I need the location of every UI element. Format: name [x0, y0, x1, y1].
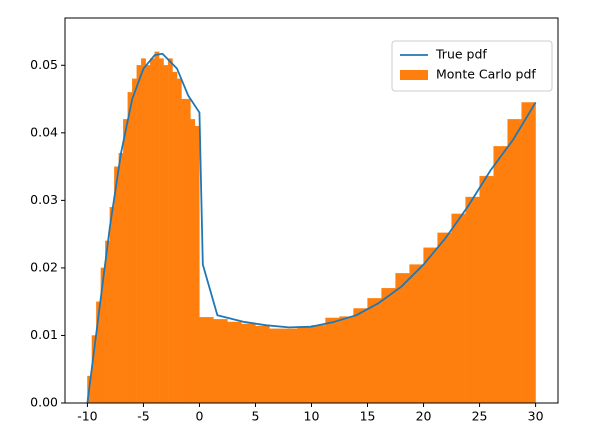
histogram-bar	[297, 326, 312, 404]
y-tick-label: 0.04	[30, 124, 58, 139]
histogram-bar	[465, 196, 480, 404]
histogram-bar	[213, 319, 228, 404]
histogram-bar	[521, 102, 536, 404]
histogram-bar	[118, 152, 124, 404]
histogram-bar	[507, 119, 522, 404]
histogram-bar	[451, 213, 466, 404]
histogram-bar	[479, 175, 494, 404]
x-tick-label: 0	[195, 409, 203, 424]
histogram-bar	[150, 58, 155, 404]
histogram-bar	[423, 247, 438, 404]
x-tick-label: 15	[360, 409, 376, 424]
histogram-bar	[176, 78, 182, 404]
histogram-bar	[199, 317, 214, 404]
x-tick-label: 25	[472, 409, 488, 424]
histogram-bar	[367, 298, 382, 404]
histogram-bar	[283, 328, 298, 404]
histogram-bar	[181, 98, 187, 404]
x-tick-label: 20	[416, 409, 432, 424]
histogram-bar	[339, 316, 354, 404]
y-tick-label: 0.03	[30, 192, 58, 207]
histogram-bar	[381, 288, 396, 404]
y-tick-label: 0.00	[30, 395, 58, 410]
histogram-bar	[172, 71, 178, 404]
y-tick-label: 0.02	[30, 259, 58, 274]
histogram-bar	[105, 240, 110, 404]
histogram-bar	[127, 92, 133, 404]
pdf-line	[86, 52, 537, 404]
x-tick-label: 5	[252, 409, 260, 424]
histogram-bar	[493, 146, 508, 404]
histogram-bar	[255, 325, 270, 404]
histogram-bar	[325, 317, 340, 404]
legend-label: True pdf	[435, 47, 487, 62]
histogram-bar	[409, 264, 424, 404]
histogram-bar	[311, 325, 326, 404]
histogram-bar	[163, 65, 169, 404]
histogram-bar	[241, 323, 256, 404]
x-tick-label: -5	[137, 409, 149, 424]
legend-swatch	[400, 70, 428, 80]
histogram-bar	[123, 119, 128, 404]
histogram-bar	[167, 58, 173, 404]
histogram-bar	[114, 166, 119, 404]
x-tick-label: -10	[77, 409, 97, 424]
y-tick-label: 0.01	[30, 327, 58, 342]
histogram-bar	[136, 65, 142, 404]
histogram-bar	[269, 328, 284, 404]
histogram-bar	[190, 119, 196, 404]
histogram-bar	[194, 125, 200, 404]
histogram-bar	[109, 206, 115, 404]
histogram-bar	[154, 51, 160, 404]
histogram-bar	[353, 308, 368, 404]
histogram-bar	[141, 58, 146, 404]
legend-box	[391, 40, 553, 92]
histogram-bar	[437, 232, 452, 404]
histogram-bar	[395, 273, 410, 404]
x-tick-label: 30	[528, 409, 544, 424]
histogram-bar	[185, 98, 191, 404]
y-tick-label: 0.05	[30, 57, 58, 72]
histogram-bar	[132, 78, 137, 404]
histogram-bar	[158, 58, 164, 404]
x-tick-label: 10	[304, 409, 320, 424]
legend-label: Monte Carlo pdf	[436, 67, 536, 82]
histogram-bar	[145, 65, 151, 404]
histogram-bar	[227, 321, 242, 404]
